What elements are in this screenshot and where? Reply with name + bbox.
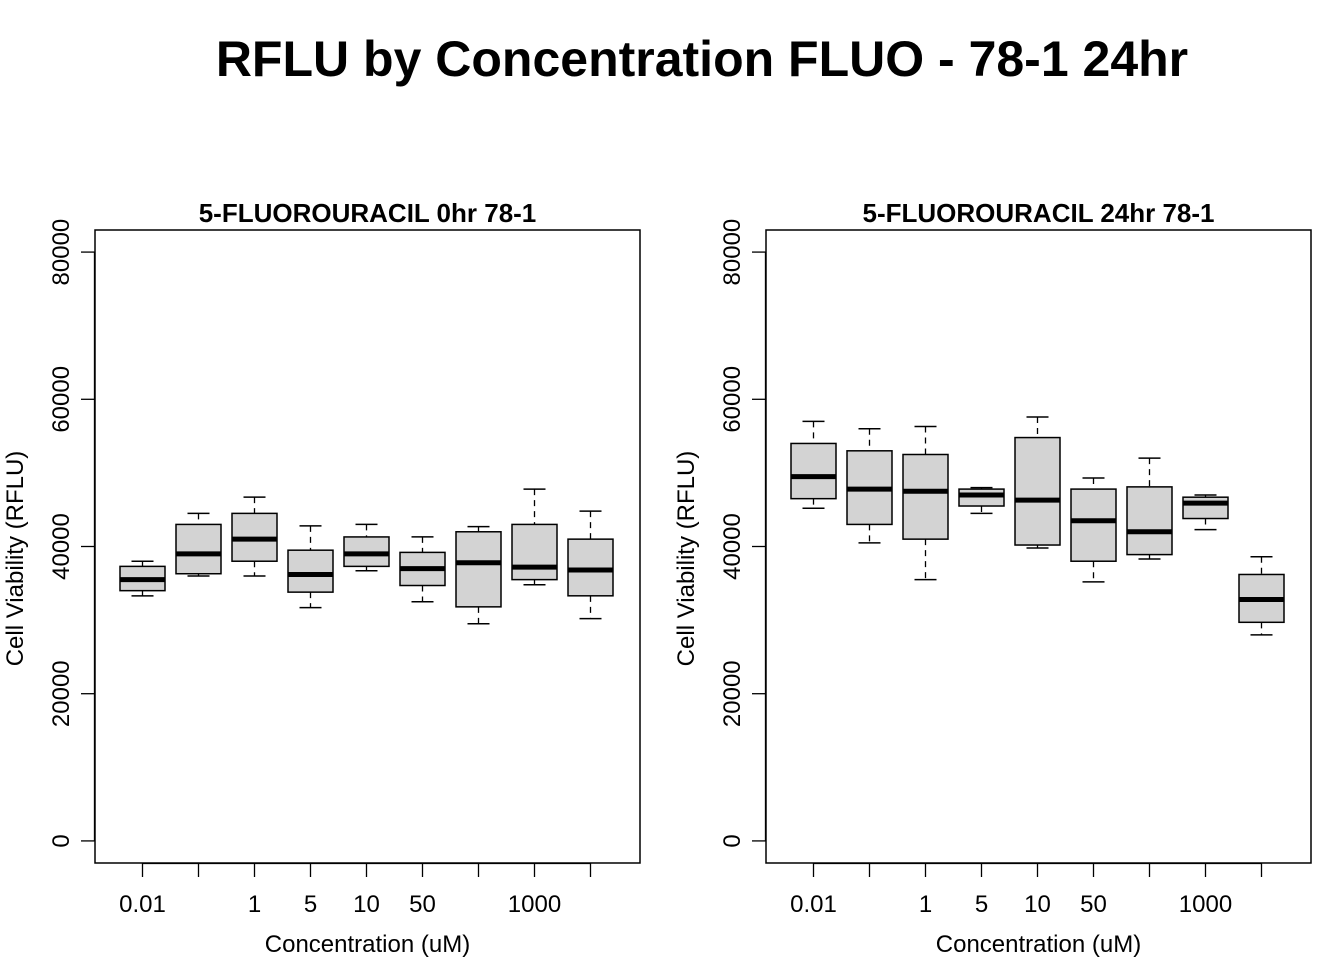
y-axis-label: Cell Viability (RFLU) (673, 451, 700, 667)
box-iqr (958, 488, 1005, 507)
boxplot-panel-2: 5-FLUOROURACIL 24hr 78-1 0 20000 40000 60000… (673, 198, 1312, 958)
x-tick-label: 1 (248, 891, 261, 918)
panel-title: 5-FLUOROURACIL 0hr 78-1 (199, 198, 537, 228)
box-iqr (287, 549, 334, 593)
x-tick-label: 10 (1024, 891, 1051, 918)
box-0.1 (175, 512, 222, 577)
box-iqr (1070, 488, 1117, 562)
box-1000 (511, 488, 558, 586)
y-tick-label: 40000 (48, 513, 75, 580)
box-iqr (455, 531, 502, 608)
box-100 (455, 525, 502, 625)
box-5 (287, 525, 334, 609)
x-axis-label: Concentration (uM) (936, 931, 1141, 958)
x-tick-label: 50 (409, 891, 436, 918)
box-10000 (1238, 556, 1285, 636)
y-tick-label: 0 (719, 834, 746, 847)
x-tick-label: 1000 (508, 891, 561, 918)
box-0.01 (119, 560, 166, 597)
y-tick-label: 60000 (719, 366, 746, 433)
y-tick-label: 80000 (48, 219, 75, 286)
x-tick-label: 0.01 (790, 891, 837, 918)
box-1 (231, 496, 278, 577)
box-1 (902, 425, 949, 581)
x-tick-label: 5 (975, 891, 988, 918)
box-50 (1070, 477, 1117, 583)
box-iqr (1126, 486, 1173, 556)
box-iqr (567, 538, 614, 597)
x-tick-label: 5 (304, 891, 317, 918)
y-tick-label: 20000 (48, 660, 75, 727)
box-100 (1126, 457, 1173, 560)
y-tick-label: 60000 (48, 366, 75, 433)
boxplot-panel-1: 5-FLUOROURACIL 0hr 78-1 0 20000 40000 60000 8… (2, 198, 641, 958)
box-0.1 (846, 427, 893, 544)
main-title: RFLU by Concentration FLUO - 78-1 24hr (215, 31, 1189, 87)
panel-title: 5-FLUOROURACIL 24hr 78-1 (862, 198, 1214, 228)
y-tick-label: 80000 (719, 219, 746, 286)
box-iqr (175, 523, 222, 575)
box-0.01 (790, 420, 837, 509)
y-tick-label: 20000 (719, 660, 746, 727)
x-tick-label: 10 (353, 891, 380, 918)
plot-frame (765, 229, 1312, 864)
y-tick-label: 0 (48, 834, 75, 847)
box-iqr (1182, 496, 1229, 520)
x-tick-label: 50 (1080, 891, 1107, 918)
y-tick-label: 40000 (719, 513, 746, 580)
x-axis-label: Concentration (uM) (265, 931, 470, 958)
box-1000 (1182, 494, 1229, 531)
x-tick-label: 1000 (1179, 891, 1232, 918)
box-iqr (790, 442, 837, 500)
box-iqr (1014, 436, 1061, 546)
box-5 (958, 486, 1005, 515)
box-iqr (902, 453, 949, 540)
box-iqr (511, 523, 558, 581)
x-tick-label: 1 (919, 891, 932, 918)
box-10000 (567, 510, 614, 620)
box-50 (399, 536, 446, 603)
x-tick-label: 0.01 (119, 891, 166, 918)
y-axis-label: Cell Viability (RFLU) (2, 451, 29, 667)
box-10 (1014, 416, 1061, 549)
box-10 (343, 523, 390, 572)
